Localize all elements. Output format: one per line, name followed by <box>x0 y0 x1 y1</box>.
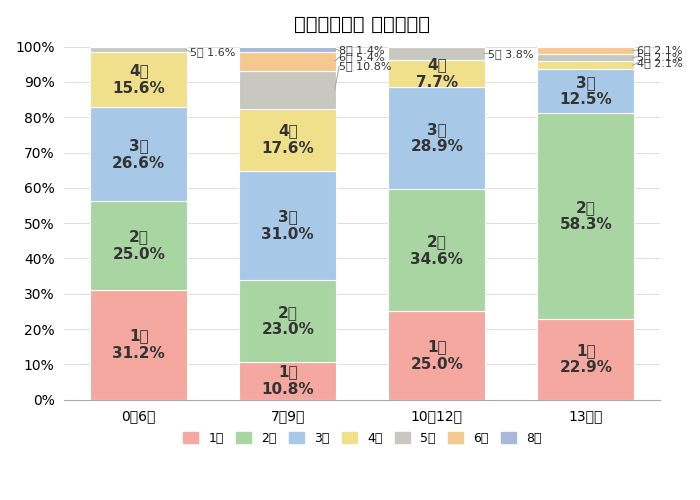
Text: 3つ
31.0%: 3つ 31.0% <box>262 210 314 242</box>
Text: 4つ
15.6%: 4つ 15.6% <box>113 64 165 96</box>
Bar <box>389 88 485 190</box>
Text: 2つ
58.3%: 2つ 58.3% <box>559 200 612 232</box>
Text: 1つ
31.2%: 1つ 31.2% <box>113 328 165 361</box>
Bar <box>90 46 187 52</box>
Text: 2つ
25.0%: 2つ 25.0% <box>112 229 165 262</box>
Bar <box>239 46 336 52</box>
Text: 2つ
34.6%: 2つ 34.6% <box>410 234 463 266</box>
Bar <box>239 52 336 70</box>
Text: 6つ 5.4%: 6つ 5.4% <box>340 52 385 62</box>
Bar <box>538 113 634 319</box>
Bar <box>538 46 634 54</box>
Bar <box>90 290 187 400</box>
Bar <box>538 54 634 62</box>
Bar <box>538 62 634 69</box>
Text: 2つ
23.0%: 2つ 23.0% <box>261 304 314 337</box>
Text: 5つ 2.1%: 5つ 2.1% <box>637 52 682 62</box>
Text: 8つ 1.4%: 8つ 1.4% <box>340 45 385 55</box>
Text: 5つ 10.8%: 5つ 10.8% <box>340 61 392 71</box>
Title: 【年齢層別】 習い事の数: 【年齢層別】 習い事の数 <box>294 15 430 34</box>
Bar <box>239 171 336 280</box>
Bar <box>389 46 485 60</box>
Bar <box>389 312 485 400</box>
Bar <box>389 190 485 312</box>
Text: 4つ
17.6%: 4つ 17.6% <box>261 124 314 156</box>
Text: 4つ 2.1%: 4つ 2.1% <box>637 58 683 68</box>
Bar <box>538 69 634 113</box>
Bar <box>239 70 336 109</box>
Text: 4つ
7.7%: 4つ 7.7% <box>416 58 458 90</box>
Text: 1つ
25.0%: 1つ 25.0% <box>410 340 463 372</box>
Text: 1つ
22.9%: 1つ 22.9% <box>559 343 612 376</box>
Bar <box>90 202 187 290</box>
Text: 3つ
12.5%: 3つ 12.5% <box>559 75 612 107</box>
Text: 5つ 1.6%: 5つ 1.6% <box>190 47 235 57</box>
Bar <box>538 319 634 400</box>
Bar <box>239 109 336 171</box>
Bar <box>239 362 336 400</box>
Bar <box>90 108 187 202</box>
Bar <box>90 52 187 108</box>
Text: 3つ
26.6%: 3つ 26.6% <box>112 138 165 170</box>
Text: 3つ
28.9%: 3つ 28.9% <box>410 122 463 154</box>
Text: 5つ 3.8%: 5つ 3.8% <box>489 48 534 58</box>
Text: 1つ
10.8%: 1つ 10.8% <box>262 364 314 397</box>
Legend: 1つ, 2つ, 3つ, 4つ, 5つ, 6つ, 8つ: 1つ, 2つ, 3つ, 4つ, 5つ, 6つ, 8つ <box>178 427 546 450</box>
Text: 6つ 2.1%: 6つ 2.1% <box>637 45 682 55</box>
Bar <box>389 60 485 88</box>
Bar <box>239 280 336 361</box>
